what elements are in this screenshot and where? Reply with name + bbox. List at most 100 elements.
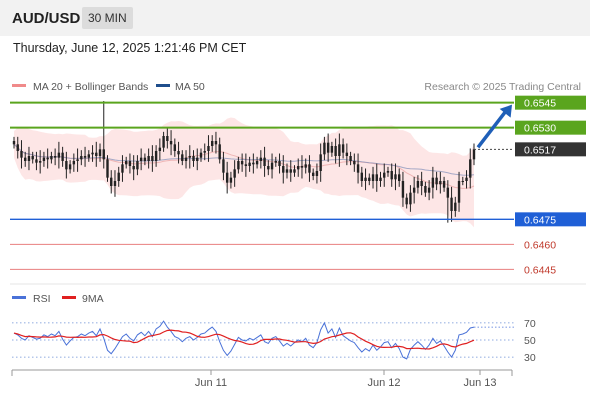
bollinger-legend-swatch (12, 84, 26, 87)
candle-body (323, 142, 326, 155)
candle-body (83, 156, 87, 158)
candle-body (379, 177, 382, 181)
candle-body (469, 159, 472, 178)
rsi-level-label: 30 (524, 352, 536, 364)
candle-body (102, 149, 105, 160)
candle-body (398, 174, 401, 181)
candle-body (203, 151, 206, 153)
candle-body (188, 156, 191, 158)
candle-body (76, 159, 79, 161)
candle-body (431, 177, 435, 188)
candle-body (35, 159, 38, 163)
rsi-level-label: 70 (524, 318, 536, 330)
forecast-arrow-head (499, 104, 512, 118)
rsi-legend-swatch (12, 296, 26, 299)
candle-body (446, 187, 450, 198)
candle-body (173, 144, 177, 151)
candle-body (128, 161, 132, 166)
candle-body (27, 156, 31, 161)
x-axis-tick-label: Jun 12 (367, 377, 400, 389)
candle-body (110, 177, 113, 186)
support-label: 0.6475 (524, 214, 556, 226)
candle-body (315, 171, 319, 176)
candle-body (427, 187, 431, 193)
candle-body (326, 142, 330, 153)
candle-body (162, 136, 165, 148)
resistance-label: 0.6530 (524, 123, 556, 135)
candle-body (311, 172, 315, 176)
candle-body (353, 161, 356, 165)
candle-body (46, 157, 49, 160)
candle-body (472, 149, 476, 160)
resistance-tag (515, 120, 586, 135)
chart-datetime: Thursday, June 12, 2025 1:21:46 PM CET (13, 41, 247, 55)
candle-body (50, 156, 53, 160)
candle-body (454, 202, 457, 211)
current-price-label: 0.6517 (524, 144, 556, 156)
candle-body (285, 169, 289, 173)
candle-body (222, 159, 225, 173)
candle-body (87, 154, 90, 158)
candle-body (267, 166, 270, 170)
candle-body (80, 156, 83, 160)
candle-body (371, 174, 375, 181)
candle-body (24, 157, 27, 161)
candle-body (233, 169, 236, 178)
candle-body (330, 146, 334, 153)
candle-body (240, 161, 244, 165)
candle-body (278, 161, 281, 166)
candle-body (297, 166, 300, 170)
candle-body (218, 144, 221, 160)
candle-body (229, 177, 233, 183)
candle-body (98, 149, 102, 156)
minor-support-label: 0.6445 (524, 264, 556, 276)
candle-body (338, 144, 341, 156)
candle-body (270, 162, 274, 170)
symbol-title: AUD/USD (12, 10, 81, 27)
candle-body (68, 164, 72, 170)
candle-body (375, 174, 378, 181)
timeframe-button[interactable]: 30 MIN (82, 7, 133, 29)
candle-body (72, 161, 76, 165)
candle-body (214, 141, 218, 145)
candle-body (356, 164, 360, 173)
candle-body (394, 174, 397, 180)
candle-body (424, 186, 427, 193)
bollinger-legend-label: MA 20 + Bollinger Bands (33, 81, 148, 93)
candle-body (65, 161, 68, 170)
candle-body (53, 156, 57, 158)
candle-body (274, 161, 277, 163)
bollinger-band (14, 117, 474, 228)
ma50-legend-swatch (156, 84, 170, 87)
resistance-label: 0.6545 (524, 98, 556, 110)
candle-body (461, 181, 464, 182)
x-axis-tick-label: Jun 11 (195, 377, 227, 389)
candle-body (132, 166, 135, 170)
candle-body (147, 156, 150, 161)
current-price-tag (515, 142, 586, 157)
candle-body (143, 157, 147, 161)
candle-body (248, 162, 251, 166)
candle-body (416, 181, 420, 188)
candle-body (124, 161, 128, 165)
credit-text: Research © 2025 Trading Central (424, 81, 581, 93)
candle-body (282, 166, 285, 173)
candle-body (121, 164, 124, 173)
candle-body (139, 157, 143, 161)
candle-body (181, 154, 184, 161)
candle-body (91, 152, 94, 155)
candle-body (341, 144, 345, 153)
rsi-ma9-line (13, 329, 475, 350)
candle-body (196, 157, 199, 161)
x-axis-tick-label: Jun 13 (463, 377, 496, 389)
candle-body (289, 169, 292, 173)
rsi-level-label: 50 (524, 335, 536, 347)
candle-body (345, 152, 349, 156)
candle-body (435, 177, 438, 185)
candle-body (166, 136, 169, 141)
candle-body (154, 151, 158, 161)
candle-body (252, 162, 255, 165)
candle-body (293, 169, 296, 173)
candle-body (409, 192, 412, 205)
